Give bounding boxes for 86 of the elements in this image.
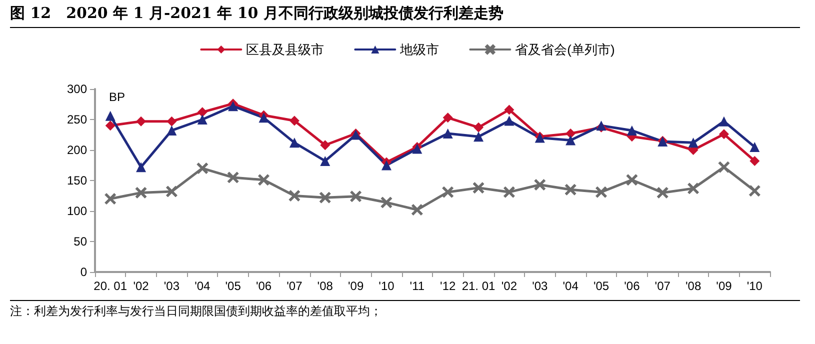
- x-tick-label: '07: [286, 279, 303, 293]
- x-tick-label: '03: [164, 279, 180, 293]
- x-tick-label: '08: [685, 279, 702, 293]
- point: [626, 174, 638, 186]
- point: [474, 132, 484, 142]
- point: [626, 125, 637, 136]
- point: [534, 179, 546, 191]
- point: [442, 186, 454, 198]
- point: [718, 129, 729, 140]
- point: [750, 142, 760, 152]
- point: [166, 125, 177, 136]
- point: [319, 192, 331, 204]
- point: [104, 193, 116, 205]
- point: [135, 186, 147, 198]
- point: [166, 116, 177, 126]
- point: [411, 204, 423, 216]
- x-tick-label: '08: [317, 279, 334, 293]
- x-tick-label: '04: [562, 279, 579, 293]
- point: [596, 186, 607, 198]
- x-tick-label: '02: [133, 279, 150, 293]
- legend-label: 地级市: [399, 42, 440, 57]
- point: [688, 138, 698, 148]
- point: [442, 128, 453, 139]
- point: [105, 120, 116, 131]
- point: [350, 190, 362, 202]
- y-tick-label: 300: [66, 82, 88, 96]
- point: [227, 172, 239, 184]
- x-tick-label: '06: [256, 279, 272, 293]
- x-tick-label: '12: [440, 279, 456, 293]
- point: [504, 116, 514, 126]
- x-tick-label: '09: [716, 279, 732, 293]
- point: [380, 196, 392, 208]
- point: [196, 162, 208, 174]
- x-tick-label: 20. 01: [94, 279, 128, 293]
- point: [566, 128, 576, 139]
- point: [472, 182, 484, 194]
- point: [656, 186, 668, 198]
- y-axis-title: BP: [109, 90, 126, 104]
- point: [197, 107, 208, 118]
- point: [566, 135, 576, 146]
- x-tick-label: '05: [593, 279, 610, 293]
- point: [718, 116, 729, 126]
- y-tick-label: 100: [66, 204, 88, 218]
- point: [688, 182, 700, 194]
- point: [228, 101, 238, 112]
- x-tick-label: '09: [348, 279, 364, 293]
- point: [289, 116, 300, 126]
- x-tick-label: '04: [194, 279, 211, 293]
- x-tick-label: '07: [654, 279, 671, 293]
- legend-label: 省及省会(单列市): [515, 42, 615, 57]
- x-tick-label: '11: [410, 279, 425, 293]
- point: [136, 162, 146, 172]
- x-tick-label: '10: [746, 279, 763, 293]
- chart-title: 图 12 2020 年 1 月-2021 年 10 月不同行政级别城投债发行利差走势: [10, 4, 800, 28]
- x-tick-label: '06: [624, 279, 640, 293]
- y-tick-label: 150: [66, 174, 88, 188]
- x-tick-label: '02: [501, 279, 518, 293]
- point: [503, 186, 515, 198]
- legend-label: 区县及县级市: [246, 42, 324, 57]
- y-tick-label: 200: [66, 143, 88, 157]
- point: [320, 140, 330, 150]
- point: [105, 110, 116, 121]
- x-tick-label: '10: [378, 279, 395, 293]
- point: [718, 161, 730, 173]
- point: [166, 186, 178, 198]
- point: [197, 114, 208, 124]
- y-tick-label: 50: [74, 234, 88, 248]
- text: 注：利差为发行利率与发行当日同期限国债到期收益率的差值取平均；: [10, 303, 800, 320]
- point: [258, 112, 269, 123]
- point: [750, 156, 760, 166]
- point: [288, 190, 300, 202]
- y-tick-label: 250: [66, 112, 88, 126]
- point: [381, 160, 392, 170]
- x-tick-label: 21. 01: [462, 279, 496, 293]
- point: [320, 156, 330, 166]
- point: [136, 116, 146, 126]
- y-tick-label: 0: [80, 265, 88, 279]
- point: [748, 185, 760, 197]
- x-tick-label: '05: [225, 279, 242, 293]
- point: [289, 138, 300, 148]
- x-tick-label: '03: [532, 279, 548, 293]
- point: [564, 184, 576, 196]
- point: [442, 112, 453, 123]
- point: [474, 122, 484, 132]
- point: [258, 174, 270, 186]
- point: [504, 104, 514, 115]
